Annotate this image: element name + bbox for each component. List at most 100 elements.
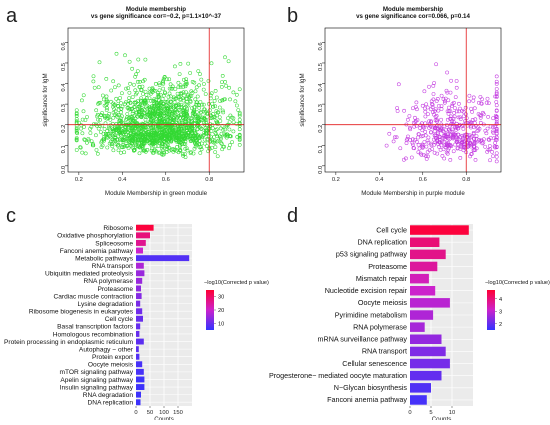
data-point bbox=[151, 126, 156, 131]
data-point bbox=[491, 154, 495, 159]
data-point bbox=[114, 51, 119, 56]
data-point bbox=[485, 126, 490, 131]
data-point bbox=[439, 126, 444, 131]
x-tick-label: 10 bbox=[449, 410, 455, 416]
data-point bbox=[490, 129, 495, 134]
category-label: DNA replication bbox=[88, 400, 134, 407]
data-point bbox=[395, 109, 400, 113]
data-point bbox=[482, 137, 486, 142]
data-point bbox=[158, 130, 163, 135]
data-point bbox=[125, 112, 130, 116]
data-point bbox=[108, 123, 113, 128]
data-point bbox=[443, 99, 447, 104]
data-point bbox=[80, 131, 85, 136]
data-point bbox=[96, 117, 100, 122]
data-point bbox=[198, 151, 203, 155]
data-point bbox=[188, 139, 193, 143]
data-point bbox=[116, 107, 121, 112]
category-label: Ribosome biogenesis in eukaryotes bbox=[29, 309, 134, 316]
data-point bbox=[128, 81, 132, 86]
data-point bbox=[185, 97, 189, 101]
category-label: Lysine degradation bbox=[78, 301, 134, 308]
data-point bbox=[80, 117, 85, 122]
data-point bbox=[138, 138, 142, 143]
data-point bbox=[160, 152, 165, 157]
data-point bbox=[414, 105, 418, 109]
bar bbox=[136, 346, 139, 353]
data-point bbox=[214, 109, 219, 113]
data-point bbox=[213, 145, 218, 149]
data-point bbox=[140, 127, 145, 132]
data-point bbox=[435, 130, 440, 135]
data-point bbox=[446, 111, 451, 116]
data-point bbox=[203, 92, 208, 96]
category-label: Oocyte meiosis bbox=[88, 362, 134, 369]
data-point bbox=[398, 146, 403, 151]
data-point bbox=[491, 116, 495, 121]
data-point bbox=[485, 96, 490, 101]
data-point bbox=[205, 112, 210, 116]
x-axis-label: Module Membership in green module bbox=[105, 190, 208, 197]
data-point bbox=[132, 148, 137, 152]
data-point bbox=[461, 148, 466, 153]
legend-colorbar bbox=[487, 290, 495, 330]
data-point bbox=[478, 115, 483, 120]
data-point bbox=[176, 85, 181, 89]
data-point bbox=[129, 128, 134, 133]
data-point bbox=[219, 85, 224, 89]
data-point bbox=[98, 113, 103, 117]
data-point bbox=[190, 80, 195, 84]
data-point bbox=[402, 108, 406, 113]
data-point bbox=[201, 102, 206, 107]
data-point bbox=[457, 109, 461, 114]
data-point bbox=[192, 140, 197, 145]
data-point bbox=[453, 95, 458, 99]
data-point bbox=[217, 105, 222, 110]
data-point bbox=[173, 108, 178, 113]
data-point bbox=[94, 108, 99, 113]
data-point bbox=[471, 132, 476, 136]
data-point bbox=[141, 92, 145, 96]
data-point bbox=[195, 118, 200, 123]
data-point bbox=[437, 135, 442, 139]
data-point bbox=[464, 116, 469, 120]
data-point bbox=[459, 140, 464, 145]
data-point bbox=[120, 137, 125, 141]
data-point bbox=[220, 108, 225, 113]
plot-frame bbox=[67, 27, 245, 173]
bar bbox=[136, 315, 143, 322]
data-point bbox=[130, 116, 135, 121]
data-point bbox=[218, 119, 223, 123]
data-point bbox=[202, 115, 207, 120]
data-point bbox=[384, 143, 389, 148]
data-point bbox=[430, 125, 435, 130]
data-point bbox=[456, 141, 460, 146]
data-point bbox=[421, 134, 425, 138]
data-point bbox=[454, 79, 459, 83]
x-axis-label: Counts bbox=[154, 416, 174, 420]
data-point bbox=[80, 98, 84, 103]
data-point bbox=[225, 123, 229, 128]
data-point bbox=[181, 109, 185, 113]
data-point bbox=[467, 99, 471, 104]
data-point bbox=[494, 127, 499, 132]
data-point bbox=[416, 135, 420, 140]
data-point bbox=[165, 104, 170, 109]
data-point bbox=[83, 151, 88, 156]
data-point bbox=[118, 118, 123, 123]
data-point bbox=[227, 120, 232, 124]
data-point bbox=[143, 132, 147, 136]
data-point bbox=[461, 114, 466, 119]
bar bbox=[410, 225, 469, 235]
legend-tick-label: 2 bbox=[499, 322, 502, 328]
data-point bbox=[203, 110, 208, 115]
data-point bbox=[212, 115, 217, 119]
data-point bbox=[120, 91, 124, 96]
data-point bbox=[459, 143, 463, 148]
data-point bbox=[179, 97, 183, 102]
data-point bbox=[74, 112, 79, 117]
data-point bbox=[215, 154, 220, 159]
data-point bbox=[462, 140, 466, 144]
